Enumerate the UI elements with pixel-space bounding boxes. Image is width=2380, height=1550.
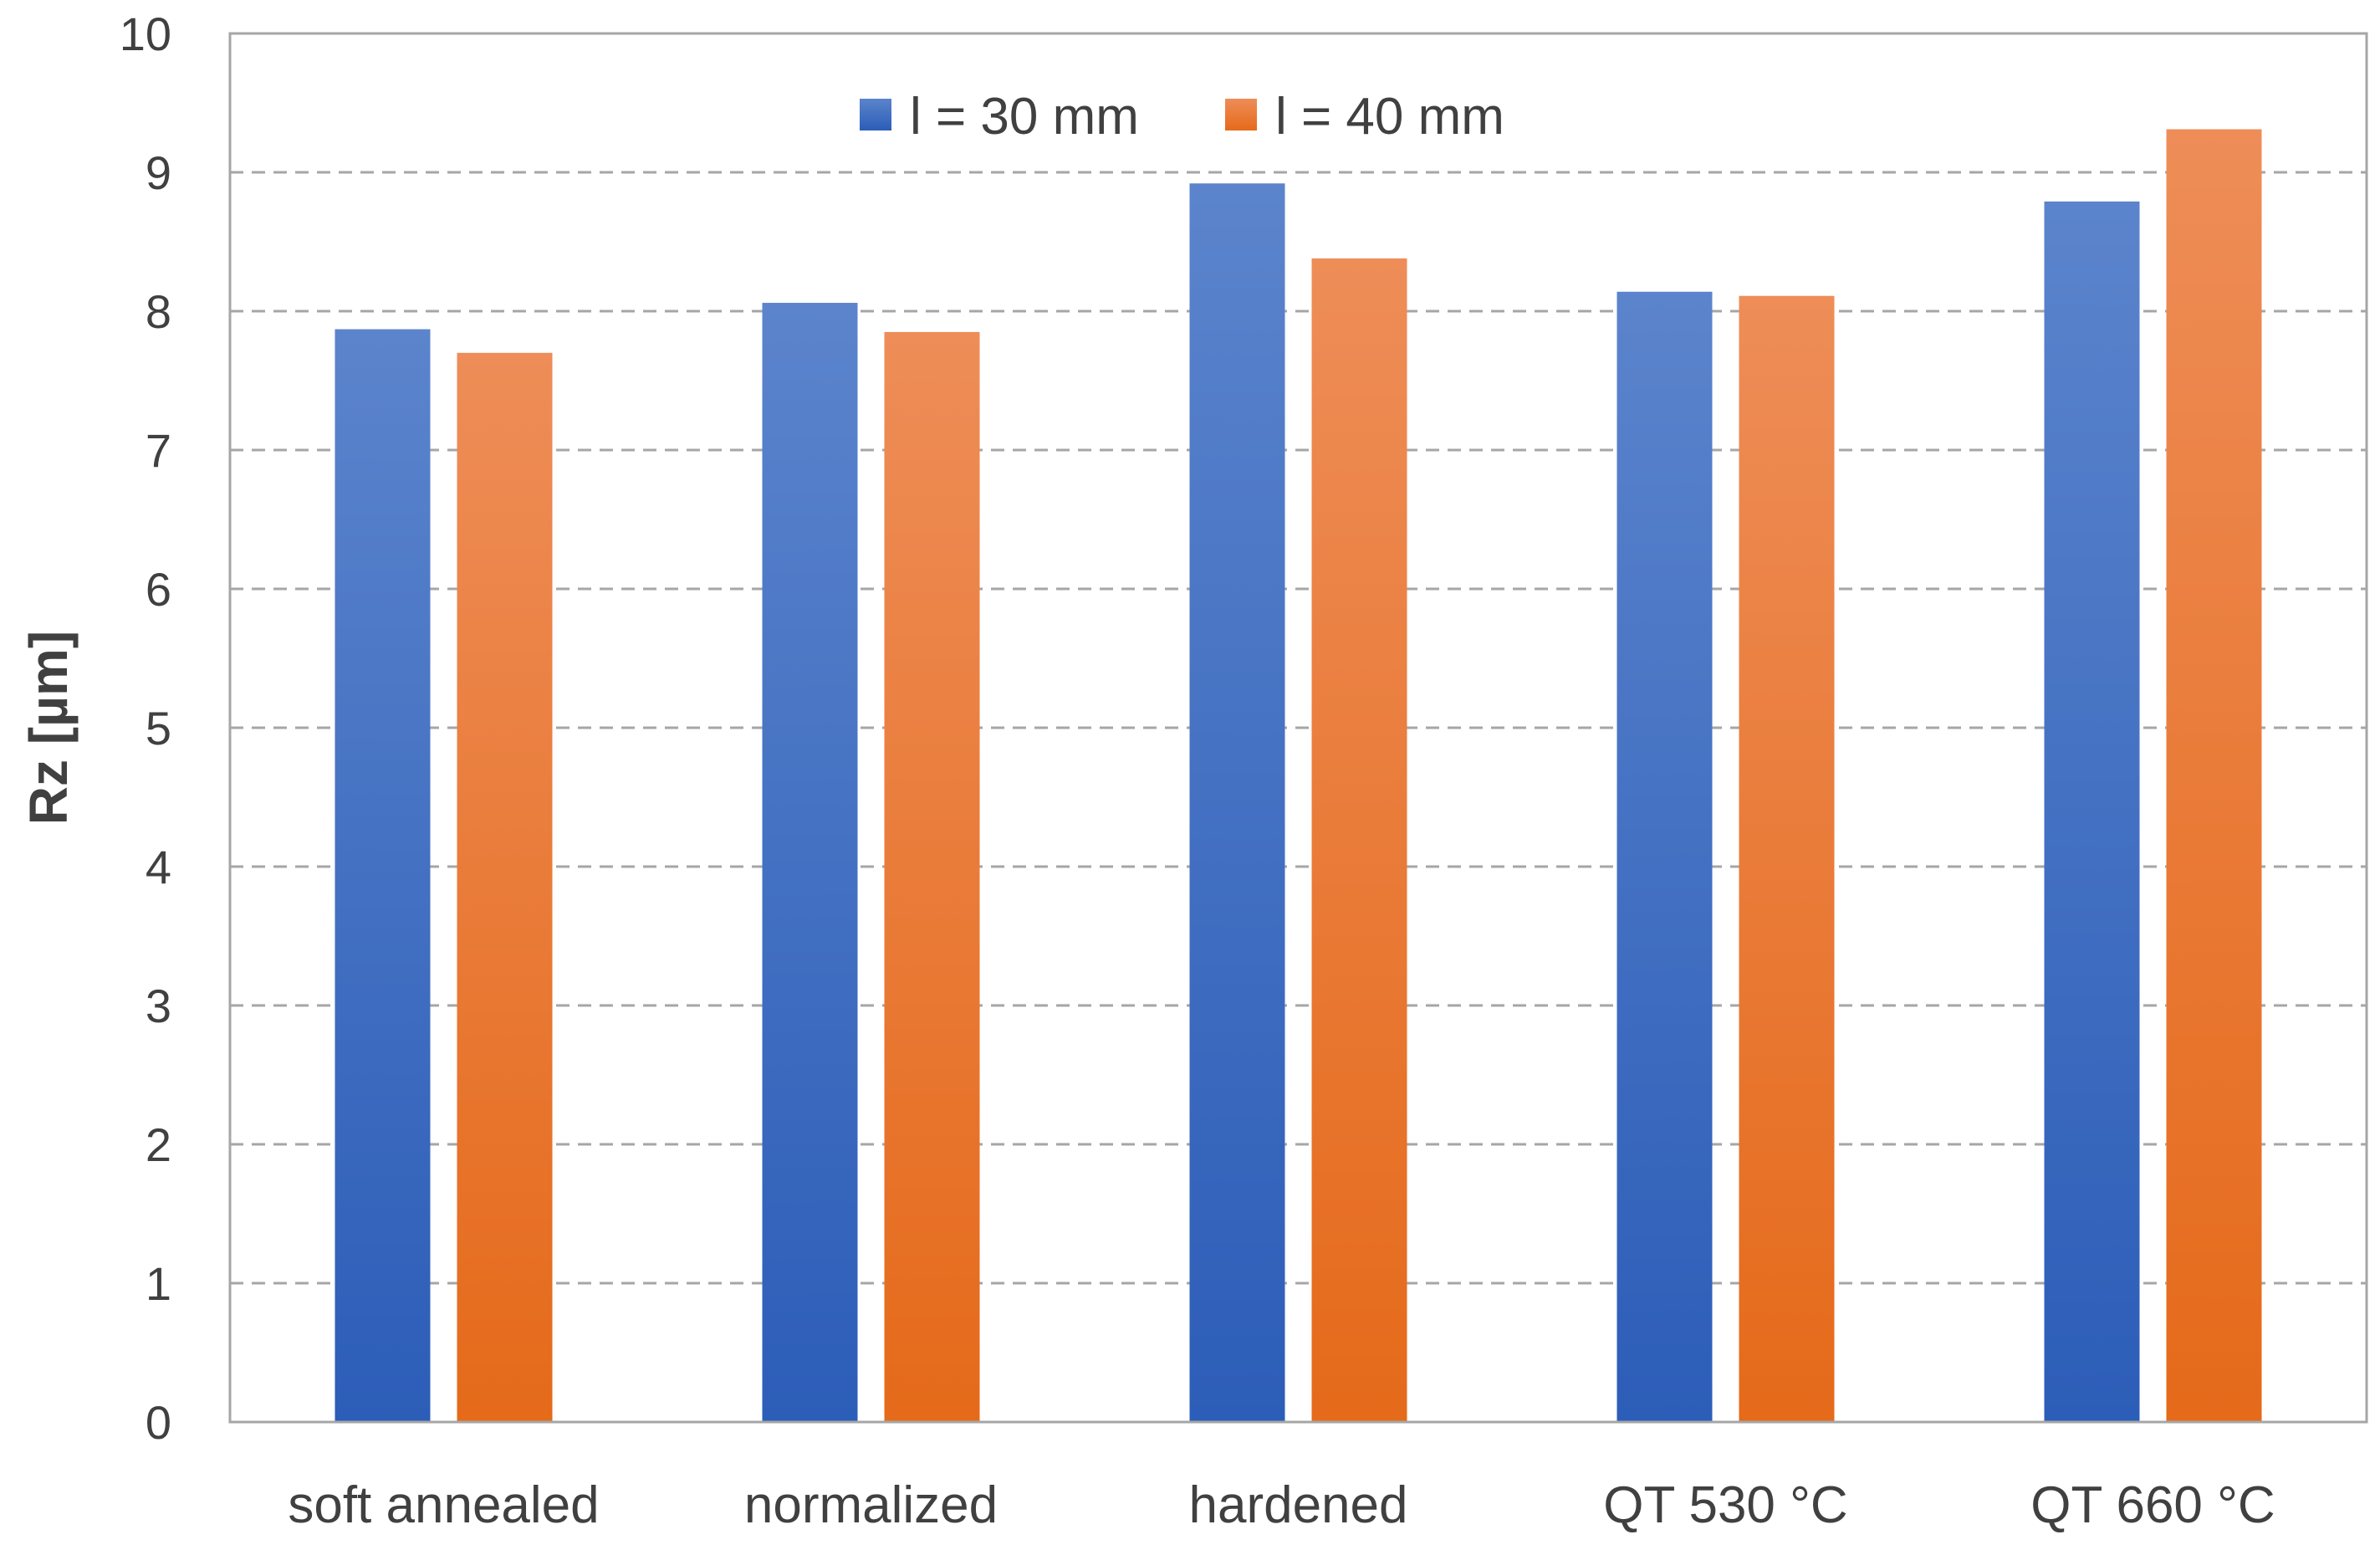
y-tick-label: 2 [146, 1118, 171, 1171]
bar-l40 [1311, 258, 1407, 1422]
bar-l30 [1616, 291, 1713, 1422]
bar-l40 [2166, 129, 2262, 1422]
bar-l30 [1189, 183, 1285, 1422]
legend-swatch-l30 [860, 99, 891, 130]
legend-label-l40: l = 40 mm [1275, 88, 1504, 146]
legend-label-l30: l = 30 mm [910, 88, 1139, 146]
y-tick-label: 7 [146, 424, 171, 477]
bar-l40 [1739, 295, 1835, 1422]
bar-l30 [762, 303, 858, 1422]
bar-l30 [2044, 201, 2140, 1423]
bar-l40 [884, 331, 980, 1422]
legend: l = 30 mm l = 40 mm [860, 88, 1504, 146]
x-category-label: QT 660 °C [2030, 1476, 2275, 1534]
x-category-label: hardened [1188, 1476, 1407, 1534]
y-axis-ticks: 0 1 2 3 4 5 6 7 8 9 10 [120, 8, 171, 1449]
plot-area-frame [228, 32, 2368, 1424]
x-category-label: normalized [744, 1476, 998, 1534]
y-tick-label: 6 [146, 563, 171, 616]
y-tick-label: 4 [146, 841, 171, 893]
y-tick-label: 0 [146, 1396, 171, 1449]
y-tick-label: 8 [146, 285, 171, 338]
x-axis-categories: soft annealed normalized hardened QT 530 °C… [288, 1476, 2275, 1534]
legend-swatch-l40 [1225, 99, 1257, 130]
bar-l30 [335, 329, 431, 1423]
y-tick-label: 5 [146, 702, 171, 755]
y-tick-label: 9 [146, 146, 171, 199]
y-tick-label: 3 [146, 980, 171, 1032]
bars [335, 129, 2262, 1423]
x-category-label: QT 530 °C [1603, 1476, 1847, 1534]
bar-l40 [457, 352, 553, 1422]
y-axis-title: Rz [µm] [18, 631, 79, 825]
y-tick-label: 10 [120, 8, 171, 60]
gridlines [230, 171, 2367, 1285]
x-category-label: soft annealed [288, 1476, 599, 1534]
y-tick-label: 1 [146, 1257, 171, 1310]
